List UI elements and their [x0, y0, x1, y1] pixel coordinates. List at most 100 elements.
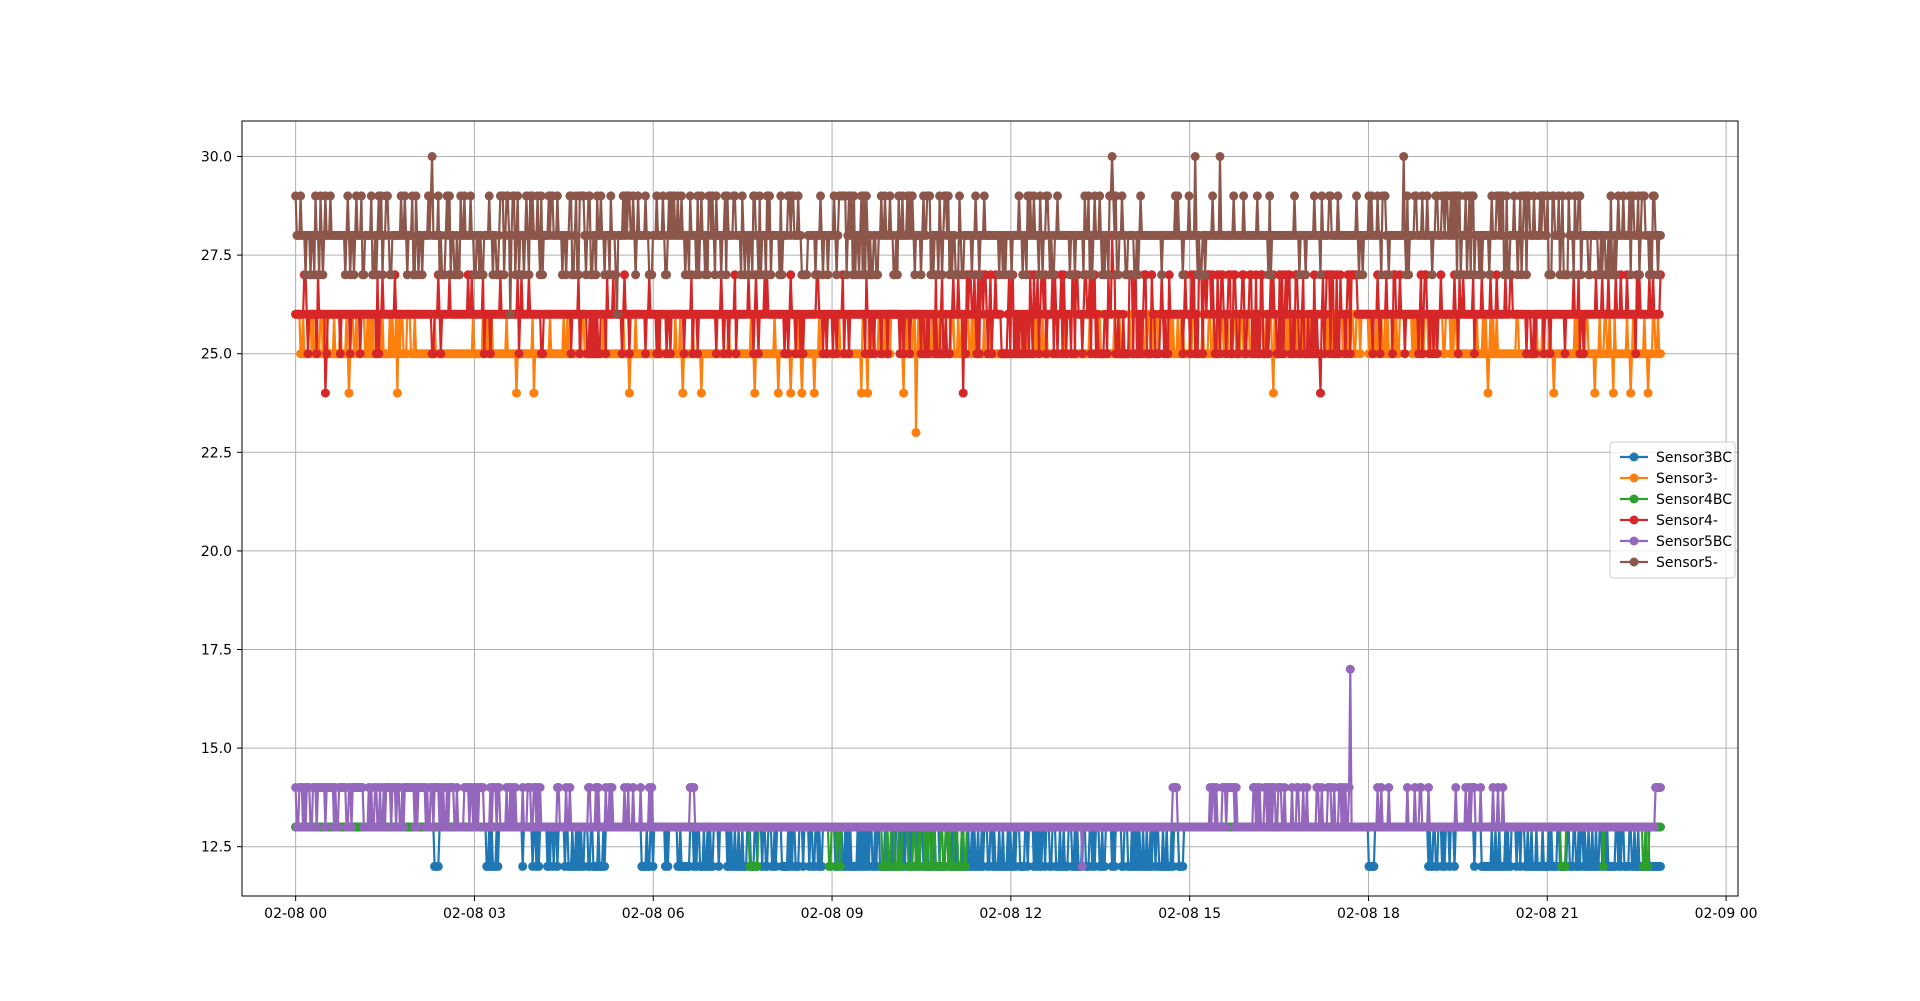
data-point: [535, 783, 545, 792]
data-point: [798, 861, 808, 871]
data-point: [518, 861, 528, 871]
data-point: [1263, 349, 1273, 359]
data-point: [1077, 349, 1087, 359]
data-point: [911, 428, 921, 438]
data-point: [1469, 349, 1479, 359]
data-point: [1355, 349, 1365, 359]
data-point: [1643, 861, 1653, 871]
data-point: [433, 861, 443, 871]
data-point: [1342, 309, 1352, 319]
data-point: [1223, 309, 1232, 319]
data-point: [1432, 349, 1442, 359]
data-point: [512, 388, 521, 398]
data-point: [678, 388, 688, 398]
data-point: [601, 349, 611, 359]
data-point: [1590, 388, 1600, 398]
data-point: [974, 349, 984, 359]
data-point: [1138, 309, 1148, 319]
data-point: [835, 861, 845, 871]
data-point: [624, 349, 634, 359]
data-point: [773, 388, 783, 398]
data-point: [663, 861, 673, 871]
data-point: [303, 349, 313, 359]
data-point: [312, 822, 322, 832]
data-point: [399, 822, 409, 832]
data-point: [565, 783, 575, 792]
data-point: [696, 388, 706, 398]
data-point: [863, 388, 873, 398]
data-point: [1168, 861, 1178, 871]
data-point: [320, 388, 330, 398]
data-point: [1656, 861, 1665, 871]
data-point: [392, 388, 402, 398]
data-point: [883, 349, 892, 359]
data-point: [1654, 309, 1664, 319]
data-point: [1163, 349, 1173, 359]
data-point: [493, 861, 503, 871]
data-point: [752, 861, 762, 871]
data-point: [1579, 349, 1589, 359]
data-point: [1530, 349, 1540, 359]
data-point: [1656, 349, 1665, 359]
data-point: [1147, 270, 1157, 280]
data-point: [320, 822, 330, 832]
data-point: [1394, 349, 1404, 359]
data-point: [945, 349, 954, 359]
data-point: [534, 861, 544, 871]
data-point: [731, 349, 741, 359]
data-point: [1436, 270, 1446, 280]
data-point: [1254, 309, 1263, 319]
data-point: [641, 349, 650, 359]
data-point: [1345, 349, 1355, 359]
data-point: [905, 349, 915, 359]
data-point: [798, 349, 808, 359]
data-point: [665, 349, 675, 359]
data-point: [1369, 861, 1379, 871]
data-point: [899, 388, 909, 398]
data-point: [987, 349, 997, 359]
data-point: [344, 388, 354, 398]
data-point: [1560, 861, 1570, 871]
data-point: [566, 349, 576, 359]
data-point: [1023, 861, 1033, 871]
data-point: [1608, 388, 1618, 398]
data-point: [374, 349, 384, 359]
data-point: [754, 349, 763, 359]
data-point: [817, 861, 827, 871]
data-point: [514, 349, 524, 359]
data-point: [485, 349, 495, 359]
data-point: [1268, 388, 1278, 398]
data-point: [607, 783, 617, 792]
data-point: [1505, 861, 1515, 871]
data-point: [1178, 861, 1188, 871]
data-point: [636, 783, 646, 792]
data-point: [1545, 349, 1555, 359]
data-point: [797, 388, 807, 398]
data-point: [620, 270, 629, 280]
data-point: [1626, 388, 1636, 398]
data-point: [600, 861, 610, 871]
data-point: [856, 388, 866, 398]
data-point: [312, 349, 322, 359]
data-point: [624, 388, 634, 398]
data-point: [961, 349, 971, 359]
data-point: [786, 388, 796, 398]
data-point: [750, 388, 760, 398]
data-point: [648, 861, 658, 871]
data-point: [1321, 309, 1330, 319]
data-point: [961, 861, 971, 871]
data-point: [958, 388, 968, 398]
data-point: [345, 349, 355, 359]
data-point: [786, 270, 796, 280]
data-point: [1198, 349, 1208, 359]
data-point: [1450, 861, 1459, 871]
data-point: [1469, 861, 1479, 871]
data-point: [1440, 349, 1450, 359]
data-point: [1192, 309, 1201, 319]
data-point: [1643, 388, 1653, 398]
data-point: [693, 349, 703, 359]
data-point: [1375, 349, 1385, 359]
data-point: [1453, 349, 1463, 359]
data-point: [1118, 309, 1128, 319]
